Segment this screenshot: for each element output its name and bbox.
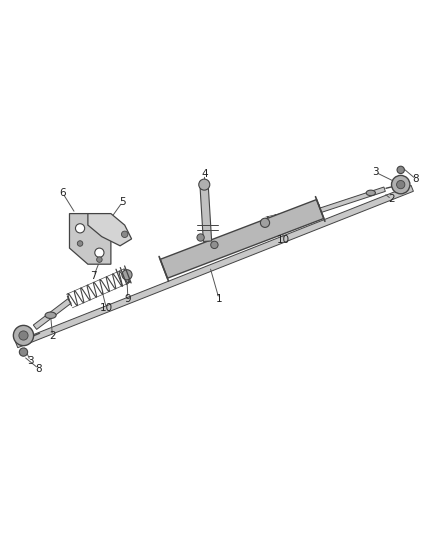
Circle shape (121, 231, 128, 238)
Text: 9: 9 (124, 294, 131, 304)
Polygon shape (70, 214, 111, 264)
Ellipse shape (45, 312, 56, 319)
Circle shape (95, 248, 104, 257)
Polygon shape (319, 187, 385, 213)
Circle shape (197, 234, 204, 241)
Circle shape (211, 241, 218, 248)
Text: 3: 3 (372, 167, 379, 177)
Circle shape (77, 241, 83, 246)
Text: 2: 2 (49, 330, 56, 341)
Text: 10: 10 (277, 235, 290, 245)
Text: 10: 10 (100, 303, 113, 313)
Text: 5: 5 (119, 197, 126, 207)
Polygon shape (160, 199, 324, 278)
Circle shape (261, 218, 270, 228)
Text: 6: 6 (59, 188, 66, 198)
Polygon shape (88, 214, 131, 246)
Circle shape (13, 325, 34, 345)
Polygon shape (200, 188, 212, 241)
Ellipse shape (366, 190, 375, 196)
Polygon shape (15, 185, 413, 348)
Text: 2: 2 (388, 195, 395, 204)
Circle shape (75, 224, 85, 233)
Circle shape (19, 331, 28, 340)
Circle shape (122, 270, 132, 280)
Circle shape (97, 257, 102, 262)
Circle shape (397, 166, 404, 174)
Circle shape (396, 181, 405, 189)
Circle shape (19, 348, 28, 356)
Circle shape (392, 175, 410, 194)
Text: 3: 3 (27, 356, 34, 366)
Text: 8: 8 (413, 174, 419, 184)
Text: 4: 4 (201, 169, 208, 180)
Text: 1: 1 (215, 294, 223, 304)
Polygon shape (33, 299, 71, 329)
Text: 7: 7 (91, 271, 97, 281)
Text: 8: 8 (35, 364, 42, 374)
Circle shape (199, 179, 210, 190)
